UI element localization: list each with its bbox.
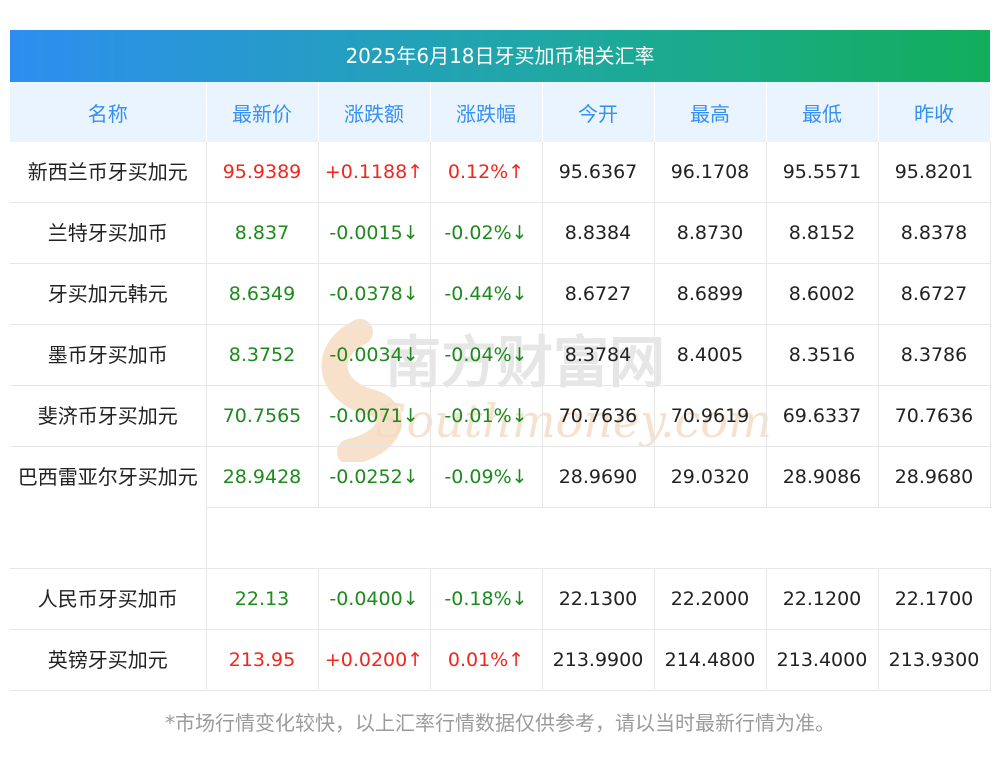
row-low: 213.4000 — [766, 629, 879, 691]
header-change: 涨跌额 — [318, 82, 431, 142]
footnote: *市场行情变化较快，以上汇率行情数据仅供参考，请以当时最新行情为准。 — [165, 711, 835, 735]
row-change: -0.0071↓ — [318, 385, 431, 447]
row-open: 8.3784 — [542, 324, 655, 386]
row-name: 人民币牙买加币 — [10, 568, 207, 630]
row-change: -0.0034↓ — [318, 324, 431, 386]
row-name: 英镑牙买加元 — [10, 629, 207, 691]
row-high: 8.4005 — [654, 324, 767, 386]
row-open: 22.1300 — [542, 568, 655, 630]
row-change-pct: -0.44%↓ — [430, 263, 543, 325]
row-prev-close: 22.1700 — [878, 568, 991, 630]
row-high: 29.0320 — [654, 446, 767, 508]
row-latest: 8.3752 — [206, 324, 319, 386]
table-header-row: 名称 最新价 涨跌额 涨跌幅 今开 最高 最低 昨收 — [10, 82, 991, 142]
row-low: 8.3516 — [766, 324, 879, 386]
table-row: 新西兰币牙买加元 95.9389 +0.1188↑ 0.12%↑ 95.6367… — [10, 142, 991, 203]
header-prev-close: 昨收 — [878, 82, 991, 142]
row-prev-close: 8.6727 — [878, 263, 991, 325]
row-low: 28.9086 — [766, 446, 879, 508]
row-latest: 28.9428 — [206, 446, 319, 508]
row-high: 96.1708 — [654, 142, 767, 203]
row-latest: 95.9389 — [206, 142, 319, 203]
row-high: 8.6899 — [654, 263, 767, 325]
row-name: 斐济币牙买加元 — [10, 385, 207, 447]
table-row: 斐济币牙买加元 70.7565 -0.0071↓ -0.01%↓ 70.7636… — [10, 385, 991, 447]
row-name: 兰特牙买加币 — [10, 202, 207, 264]
header-change-pct: 涨跌幅 — [430, 82, 543, 142]
row-open: 28.9690 — [542, 446, 655, 508]
row-change-pct: 0.01%↑ — [430, 629, 543, 691]
row-prev-close: 28.9680 — [878, 446, 991, 508]
table-row: 兰特牙买加币 8.837 -0.0015↓ -0.02%↓ 8.8384 8.8… — [10, 202, 991, 264]
row-low: 8.6002 — [766, 263, 879, 325]
row-latest: 213.95 — [206, 629, 319, 691]
rates-table: 名称 最新价 涨跌额 涨跌幅 今开 最高 最低 昨收 新西兰币牙买加元 95.9… — [10, 82, 991, 691]
row-open: 213.9900 — [542, 629, 655, 691]
table-row-spacer — [10, 507, 990, 569]
row-latest: 8.837 — [206, 202, 319, 264]
row-change-pct: -0.02%↓ — [430, 202, 543, 264]
row-latest: 22.13 — [206, 568, 319, 630]
row-spacer — [206, 507, 990, 569]
table-title: 2025年6月18日牙买加币相关汇率 — [10, 30, 990, 82]
row-high: 70.9619 — [654, 385, 767, 447]
row-open: 8.6727 — [542, 263, 655, 325]
row-prev-close: 8.8378 — [878, 202, 991, 264]
header-low: 最低 — [766, 82, 879, 142]
row-low: 69.6337 — [766, 385, 879, 447]
header-open: 今开 — [542, 82, 655, 142]
row-change-pct: -0.18%↓ — [430, 568, 543, 630]
row-change: -0.0015↓ — [318, 202, 431, 264]
row-change: -0.0400↓ — [318, 568, 431, 630]
row-name: 墨币牙买加币 — [10, 324, 207, 386]
row-prev-close: 8.3786 — [878, 324, 991, 386]
row-change-pct: -0.04%↓ — [430, 324, 543, 386]
row-high: 22.2000 — [654, 568, 767, 630]
row-high: 214.4800 — [654, 629, 767, 691]
row-change: -0.0378↓ — [318, 263, 431, 325]
row-change: +0.1188↑ — [318, 142, 431, 203]
table-row: 牙买加元韩元 8.6349 -0.0378↓ -0.44%↓ 8.6727 8.… — [10, 263, 991, 325]
row-low: 8.8152 — [766, 202, 879, 264]
row-latest: 8.6349 — [206, 263, 319, 325]
row-open: 95.6367 — [542, 142, 655, 203]
row-open: 8.8384 — [542, 202, 655, 264]
row-prev-close: 213.9300 — [878, 629, 991, 691]
row-latest: 70.7565 — [206, 385, 319, 447]
row-high: 8.8730 — [654, 202, 767, 264]
row-prev-close: 70.7636 — [878, 385, 991, 447]
table-row: 墨币牙买加币 8.3752 -0.0034↓ -0.04%↓ 8.3784 8.… — [10, 324, 991, 386]
row-low: 22.1200 — [766, 568, 879, 630]
header-high: 最高 — [654, 82, 767, 142]
row-name: 巴西雷亚尔牙买加元 — [10, 446, 207, 569]
row-open: 70.7636 — [542, 385, 655, 447]
row-change: +0.0200↑ — [318, 629, 431, 691]
header-name: 名称 — [10, 82, 207, 142]
rates-panel: 2025年6月18日牙买加币相关汇率 名称 最新价 涨跌额 涨跌幅 今开 最高 … — [10, 30, 991, 691]
row-change: -0.0252↓ — [318, 446, 431, 508]
row-low: 95.5571 — [766, 142, 879, 203]
row-change-pct: -0.01%↓ — [430, 385, 543, 447]
row-change-pct: 0.12%↑ — [430, 142, 543, 203]
row-prev-close: 95.8201 — [878, 142, 991, 203]
header-latest: 最新价 — [206, 82, 319, 142]
table-row: 巴西雷亚尔牙买加元 28.9428 -0.0252↓ -0.09%↓ 28.96… — [10, 446, 991, 569]
row-name: 新西兰币牙买加元 — [10, 142, 207, 203]
row-change-pct: -0.09%↓ — [430, 446, 543, 508]
table-row: 英镑牙买加元 213.95 +0.0200↑ 0.01%↑ 213.9900 2… — [10, 629, 991, 691]
row-name: 牙买加元韩元 — [10, 263, 207, 325]
table-row: 人民币牙买加币 22.13 -0.0400↓ -0.18%↓ 22.1300 2… — [10, 568, 991, 630]
